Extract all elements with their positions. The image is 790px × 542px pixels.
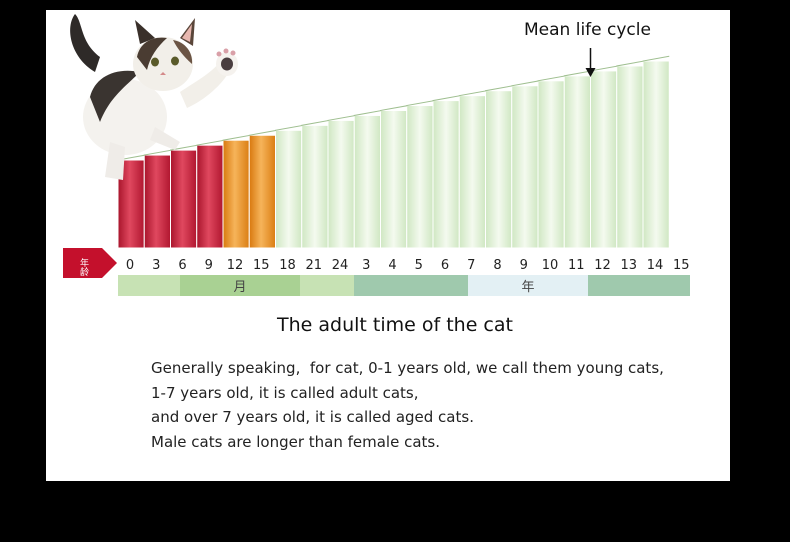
lifecycle-bar xyxy=(511,85,539,249)
bar-top-edge xyxy=(117,55,670,161)
description-line: 1-7 years old, it is called adult cats, xyxy=(151,383,419,402)
lifecycle-bar xyxy=(275,129,303,249)
lifecycle-bar xyxy=(170,149,198,249)
description-line: Generally speaking, for cat, 0-1 years o… xyxy=(151,359,664,377)
annotation-arrow xyxy=(585,48,596,77)
tick-label: 24 xyxy=(332,258,349,273)
lifecycle-bar xyxy=(642,60,670,249)
tick-label: 5 xyxy=(415,258,423,273)
months-inner-band xyxy=(180,275,300,296)
tick-label: 3 xyxy=(152,258,160,273)
tick-label: 14 xyxy=(647,258,664,273)
lifecycle-bar xyxy=(222,139,250,249)
lifecycle-bar xyxy=(380,110,408,249)
tick-label: 6 xyxy=(178,258,186,273)
lifecycle-bar xyxy=(196,144,224,249)
tick-label: 0 xyxy=(126,258,134,273)
lifecycle-bar xyxy=(563,75,591,249)
description-line: Male cats are longer than female cats. xyxy=(151,433,440,452)
tick-label: 4 xyxy=(388,258,396,273)
tick-label: 9 xyxy=(205,258,213,273)
tick-label: 13 xyxy=(620,258,637,273)
tick-label: 15 xyxy=(673,258,690,273)
annotation-arrow-head xyxy=(585,68,596,77)
lifecycle-bar xyxy=(406,105,434,249)
tick-label: 15 xyxy=(253,258,270,273)
lifecycle-bar xyxy=(458,95,486,249)
lifecycle-bar xyxy=(143,154,171,249)
chart-title: The adult time of the cat xyxy=(277,314,513,336)
age-badge: 年龄 xyxy=(63,248,117,278)
bars-group xyxy=(117,55,670,249)
tick-label: 21 xyxy=(305,258,322,273)
lifecycle-bar xyxy=(327,119,355,249)
unit-label: 年 xyxy=(521,280,534,295)
lifecycle-bar xyxy=(616,65,644,249)
tick-label: 3 xyxy=(362,258,370,273)
lifecycle-bar xyxy=(537,80,565,249)
unit-bands-group: 月年 xyxy=(118,275,690,296)
tick-label: 12 xyxy=(227,258,244,273)
lifecycle-bar xyxy=(432,100,460,249)
lifecycle-bar xyxy=(248,134,276,249)
lifecycle-chart: 月年 0 3 6 9 12 15 18 21 24 3 4 5 6 7 8 9 10 11 12 13 14 15 年龄 xyxy=(63,48,690,296)
annotation-label: Mean life cycle xyxy=(524,20,651,40)
unit-label: 月 xyxy=(233,280,246,295)
tick-label: 9 xyxy=(520,258,528,273)
lifecycle-bar xyxy=(301,124,329,249)
lifecycle-bar xyxy=(590,70,618,249)
infographic-card: 月年 0 3 6 9 12 15 18 21 24 3 4 5 6 7 8 9 10 11 12 13 14 15 年龄 xyxy=(46,10,730,481)
tick-label: 7 xyxy=(467,258,475,273)
lifecycle-bar xyxy=(485,90,513,249)
age-badge-label: 年龄 xyxy=(78,257,89,277)
description: Generally speaking, for cat, 0-1 years o… xyxy=(151,356,664,455)
tick-label: 8 xyxy=(493,258,501,273)
kitten-illustration xyxy=(70,14,238,180)
description-line: and over 7 years old, it is called aged … xyxy=(151,408,474,427)
tick-labels-group: 0 3 6 9 12 15 18 21 24 3 4 5 6 7 8 9 10 11 12 13 14 15 xyxy=(126,258,690,273)
years-inner-band xyxy=(468,275,588,296)
tick-label: 11 xyxy=(568,258,585,273)
tick-label: 6 xyxy=(441,258,449,273)
tick-label: 18 xyxy=(279,258,296,273)
tick-label: 10 xyxy=(542,258,559,273)
tick-label: 12 xyxy=(594,258,611,273)
lifecycle-bar xyxy=(353,114,381,249)
